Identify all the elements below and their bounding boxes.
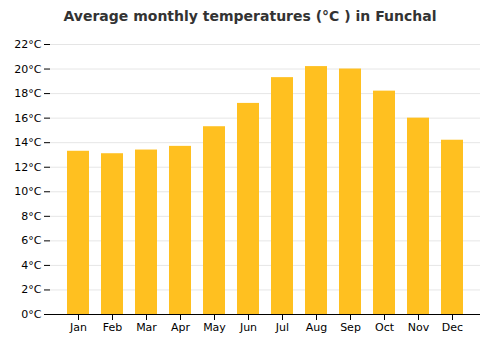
svg-text:0°C: 0°C: [21, 308, 41, 321]
svg-text:12°C: 12°C: [14, 161, 41, 174]
svg-text:Apr: Apr: [171, 321, 191, 334]
html-text:Average monthly temperatures (: Average monthly temperatures (°C ) in Fu…: [63, 8, 437, 24]
svg-text:May: May: [203, 321, 226, 334]
svg-text:20°C: 20°C: [14, 63, 41, 76]
svg-text:Oct: Oct: [375, 321, 395, 334]
svg-text:Dec: Dec: [442, 321, 463, 334]
svg-text:16°C: 16°C: [14, 112, 41, 125]
svg-text:18°C: 18°C: [14, 87, 41, 100]
svg-text:22°C: 22°C: [14, 38, 41, 51]
svg-text:10°C: 10°C: [14, 185, 41, 198]
svg-text:4°C: 4°C: [21, 259, 41, 272]
svg-text:Jun: Jun: [239, 321, 257, 334]
svg-text:6°C: 6°C: [21, 234, 41, 247]
svg-text:2°C: 2°C: [21, 283, 41, 296]
svg-text:Aug: Aug: [306, 321, 327, 334]
svg-text:14°C: 14°C: [14, 136, 41, 149]
svg-text:Feb: Feb: [103, 321, 122, 334]
svg-text:Jan: Jan: [69, 321, 87, 334]
svg-text:Sep: Sep: [340, 321, 361, 334]
svg-text:Nov: Nov: [408, 321, 430, 334]
svg-text:Jul: Jul: [275, 321, 289, 334]
svg-text:8°C: 8°C: [21, 210, 41, 223]
svg-text:Mar: Mar: [136, 321, 157, 334]
